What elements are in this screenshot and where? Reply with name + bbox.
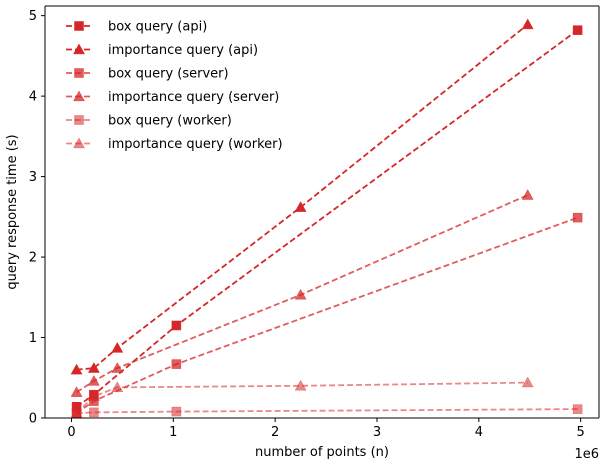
series-4 [71, 404, 583, 418]
legend-entry-2: box query (server) [66, 67, 229, 82]
y-tick-label: 2 [29, 251, 37, 266]
series-line [76, 216, 578, 414]
data-point [572, 25, 583, 35]
legend-marker [74, 21, 84, 31]
data-point [111, 381, 124, 393]
legend-label: box query (api) [108, 20, 207, 35]
data-point [294, 379, 307, 391]
x-tick-label: 0 [67, 425, 75, 440]
data-point [87, 390, 100, 401]
legend-entry-3: importance query (server) [66, 90, 279, 105]
data-point [521, 376, 534, 388]
data-point [171, 359, 182, 369]
x-tick-label: 5 [577, 425, 585, 440]
axes: 0 1 2 3 4 5 0 1 2 3 4 5 [29, 5, 600, 440]
y-tick-label: 1 [29, 331, 37, 346]
data-point [521, 189, 534, 200]
series-5 [70, 376, 534, 418]
legend: box query (api) importance query (api) box… [66, 20, 283, 152]
legend-label: importance query (api) [108, 43, 258, 58]
series-line [76, 29, 579, 408]
legend-entry-4: box query (worker) [66, 114, 232, 129]
legend-marker [74, 68, 84, 78]
series-2 [71, 212, 583, 418]
x-axis-label: number of points (n) [255, 445, 389, 460]
y-tick-label: 5 [29, 9, 37, 24]
legend-entry-0: box query (api) [66, 20, 207, 35]
x-tick-label: 4 [475, 425, 483, 440]
data-point [572, 404, 583, 414]
y-tick-label: 0 [29, 412, 37, 427]
data-point [171, 320, 182, 331]
legend-entry-5: importance query (worker) [66, 137, 283, 152]
data-point [87, 362, 100, 373]
data-point [111, 341, 124, 353]
legend-label: importance query (server) [108, 90, 279, 105]
y-tick-label: 4 [29, 90, 37, 105]
data-point [294, 201, 307, 212]
plot-area [70, 18, 583, 418]
legend-label: box query (server) [108, 67, 229, 82]
data-point [572, 212, 583, 223]
data-point [87, 374, 100, 386]
legend-marker [73, 43, 85, 55]
x-tick-label: 1 [169, 425, 177, 440]
data-point [111, 362, 124, 373]
data-point [70, 386, 83, 397]
legend-label: importance query (worker) [108, 137, 283, 152]
legend-entry-1: importance query (api) [66, 43, 258, 58]
legend-marker [73, 90, 85, 102]
x-tick-label: 3 [373, 425, 381, 440]
series-0 [71, 25, 583, 412]
y-tick-label: 3 [29, 170, 37, 185]
legend-marker [74, 115, 84, 125]
y-axis-label: query response time (s) [5, 134, 20, 289]
x-tick-label: 2 [271, 425, 279, 440]
series-1 [70, 18, 534, 375]
series-3 [70, 189, 534, 397]
data-point [521, 18, 534, 30]
legend-label: box query (worker) [108, 114, 232, 129]
data-point [89, 407, 99, 418]
x-axis-offset-label: 1e6 [574, 447, 599, 462]
data-point [70, 363, 83, 375]
data-point [294, 288, 307, 300]
legend-marker [73, 137, 85, 149]
data-point [171, 406, 182, 417]
series-line [76, 408, 578, 415]
